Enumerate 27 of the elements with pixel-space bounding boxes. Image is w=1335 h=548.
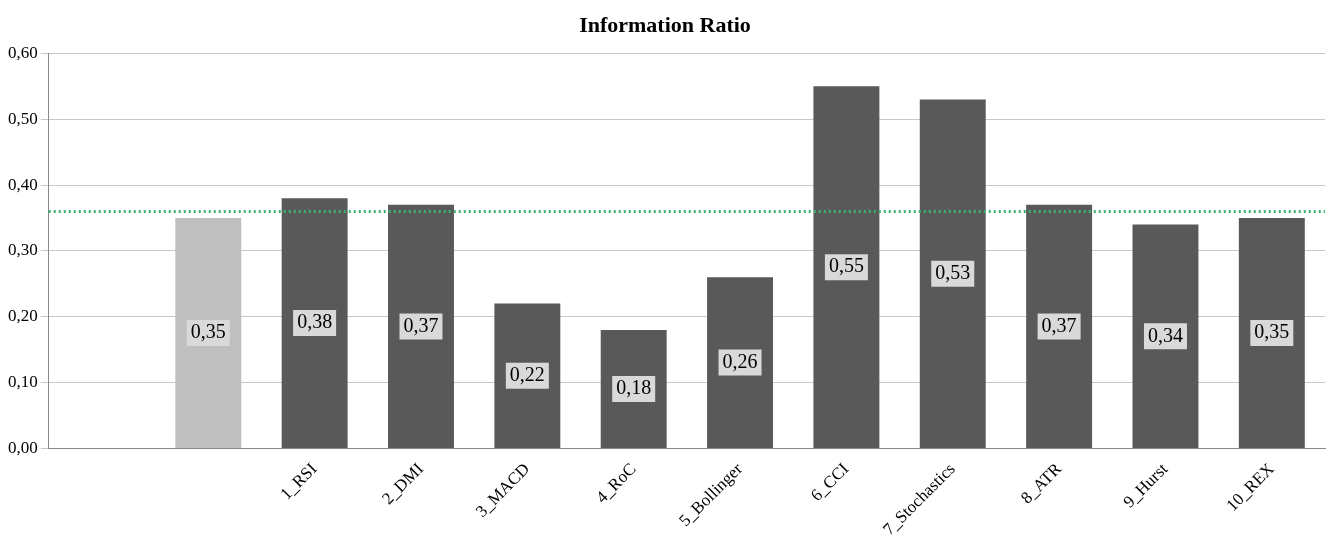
data-label: 0,34 bbox=[1147, 323, 1183, 346]
data-label: 0,55 bbox=[828, 254, 864, 277]
bar bbox=[388, 204, 454, 448]
y-tick-label: 0,20 bbox=[8, 306, 38, 326]
bar bbox=[1026, 204, 1093, 448]
bar bbox=[281, 198, 348, 448]
y-tick-label: 0,30 bbox=[8, 240, 38, 260]
y-tick-label: 0,00 bbox=[8, 437, 38, 457]
data-label: 0,18 bbox=[616, 376, 652, 399]
data-label: 0,35 bbox=[1254, 320, 1290, 343]
y-tick-label: 0,50 bbox=[8, 108, 38, 128]
data-label: 0,53 bbox=[935, 260, 971, 283]
data-label: 0,26 bbox=[722, 349, 758, 372]
bar bbox=[1238, 218, 1305, 448]
data-label: 0,35 bbox=[190, 320, 226, 343]
bar bbox=[1132, 224, 1199, 448]
chart-title: Information Ratio bbox=[579, 11, 751, 37]
y-tick-label: 0,10 bbox=[8, 372, 38, 392]
data-label: 0,22 bbox=[509, 363, 545, 386]
bar bbox=[707, 277, 774, 448]
bar bbox=[813, 86, 880, 448]
data-label: 0,37 bbox=[1041, 313, 1077, 336]
data-label: 0,38 bbox=[297, 310, 333, 333]
y-tick-label: 0,60 bbox=[8, 42, 38, 62]
y-tick-label: 0,40 bbox=[8, 174, 38, 194]
bar bbox=[919, 99, 986, 448]
data-label: 0,37 bbox=[403, 313, 439, 336]
